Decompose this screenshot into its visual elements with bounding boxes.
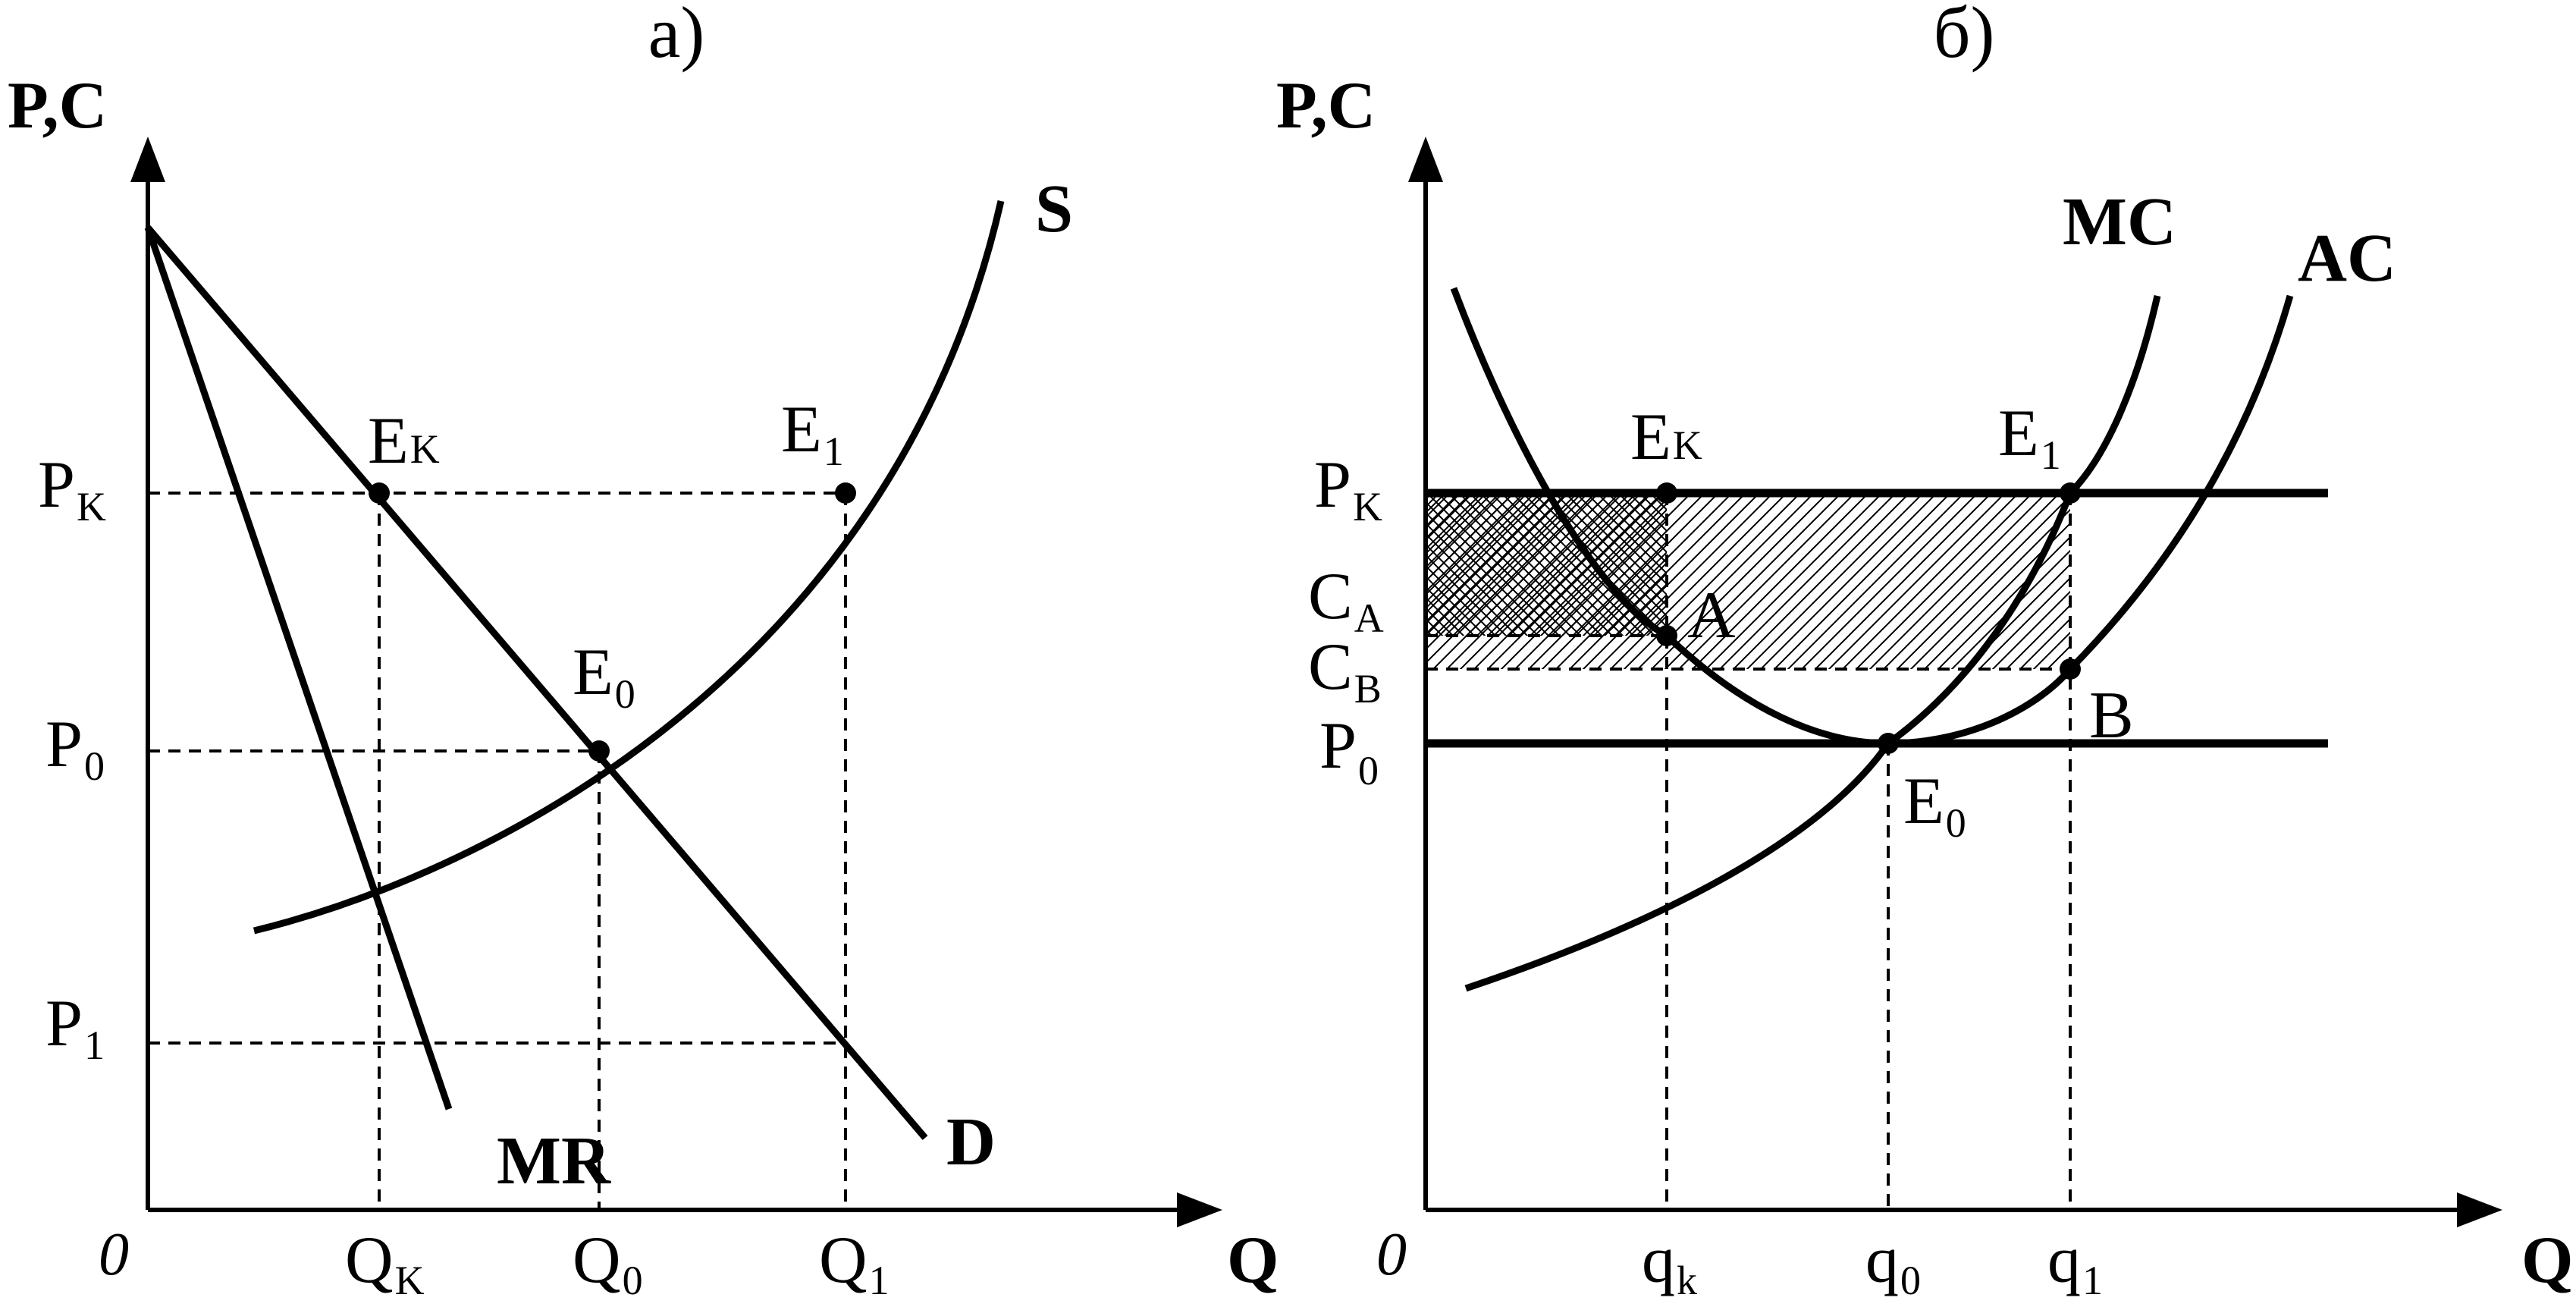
panel-a-origin-label: 0	[99, 1221, 129, 1288]
panel-a-point-e0	[588, 740, 610, 762]
panel-b-marginal-cost-curve	[1464, 295, 2161, 992]
panel-b-title: б)	[1934, 0, 1995, 73]
panel-b-point-ek-label: EK	[1630, 401, 1702, 474]
panel-b-crosshatched-area	[1426, 493, 1667, 636]
panel-b-point-ek	[1656, 482, 1677, 504]
panel-b-y-axis-label: P,C	[1276, 69, 1376, 143]
panel-a-price-label-p1: P1	[45, 987, 105, 1068]
panel-a-point-e1	[835, 482, 856, 504]
panel-a-supply-curve	[253, 200, 1005, 935]
panel-b-point-b-label: B	[2089, 679, 2134, 752]
panel-b-point-a	[1656, 625, 1677, 646]
panel-a-quantity-label-qk: QK	[345, 1224, 425, 1303]
panel-b-quantity-label-q0: q0	[1865, 1224, 1921, 1303]
panel-a-demand-curve	[145, 225, 928, 1140]
panel-b-quantity-label-qk: qk	[1642, 1224, 1697, 1303]
panel-b-price-label-ca: CA	[1308, 560, 1384, 641]
panel-b-price-label-p0: P0	[1319, 709, 1379, 793]
panel-a-point-e1-label: E1	[781, 393, 844, 474]
panel-b-point-b	[2060, 658, 2081, 680]
panel-a-point-ek	[369, 482, 390, 504]
panel-a-y-axis-arrow	[130, 137, 165, 182]
panel-a-quantity-label-q0: Q0	[573, 1224, 643, 1303]
panel-b-point-e1-label: E1	[1998, 397, 2061, 478]
panel-a: а) P,C Q 0 S D MR EK E0 E1 PK P0 P1	[8, 0, 1279, 1303]
panel-b-marginal-cost-label: MC	[2063, 184, 2176, 259]
panel-a-x-axis-label: Q	[1227, 1224, 1279, 1297]
panel-b: б) P,C Q 0 MC AC EK E1 A	[1276, 0, 2573, 1303]
panel-a-point-e0-label: E0	[573, 636, 635, 717]
panel-b-point-e0	[1878, 733, 1899, 754]
panel-b-point-e1	[2060, 482, 2081, 504]
panel-b-y-axis-arrow	[1408, 137, 1443, 182]
panel-b-x-axis-label: Q	[2521, 1224, 2573, 1297]
panel-b-quantity-label-q1: q1	[2047, 1224, 2103, 1303]
panel-b-x-axis-arrow	[2457, 1192, 2502, 1227]
panel-a-marginal-revenue-curve	[144, 226, 453, 1111]
panel-a-title: а)	[648, 0, 705, 73]
panel-b-price-label-pk: PK	[1314, 448, 1382, 529]
panel-a-marginal-revenue-label: MR	[497, 1123, 611, 1199]
panel-a-y-axis-label: P,C	[8, 69, 107, 143]
panel-a-point-ek-label: EK	[368, 404, 440, 478]
panel-b-average-cost-label: AC	[2298, 221, 2396, 296]
panel-a-price-label-pk: PK	[38, 448, 106, 529]
panel-a-demand-label: D	[946, 1104, 996, 1180]
panel-b-origin-label: 0	[1376, 1221, 1407, 1288]
panel-a-x-axis-arrow	[1177, 1192, 1222, 1227]
panel-b-price-label-cb: CB	[1308, 630, 1382, 712]
panel-a-price-label-p0: P0	[45, 708, 105, 789]
panel-a-supply-label: S	[1035, 171, 1073, 247]
panel-b-point-e0-label: E0	[1903, 765, 1966, 846]
panel-b-point-a-label: A	[1687, 579, 1736, 652]
panel-a-quantity-label-q1: Q1	[819, 1224, 890, 1303]
